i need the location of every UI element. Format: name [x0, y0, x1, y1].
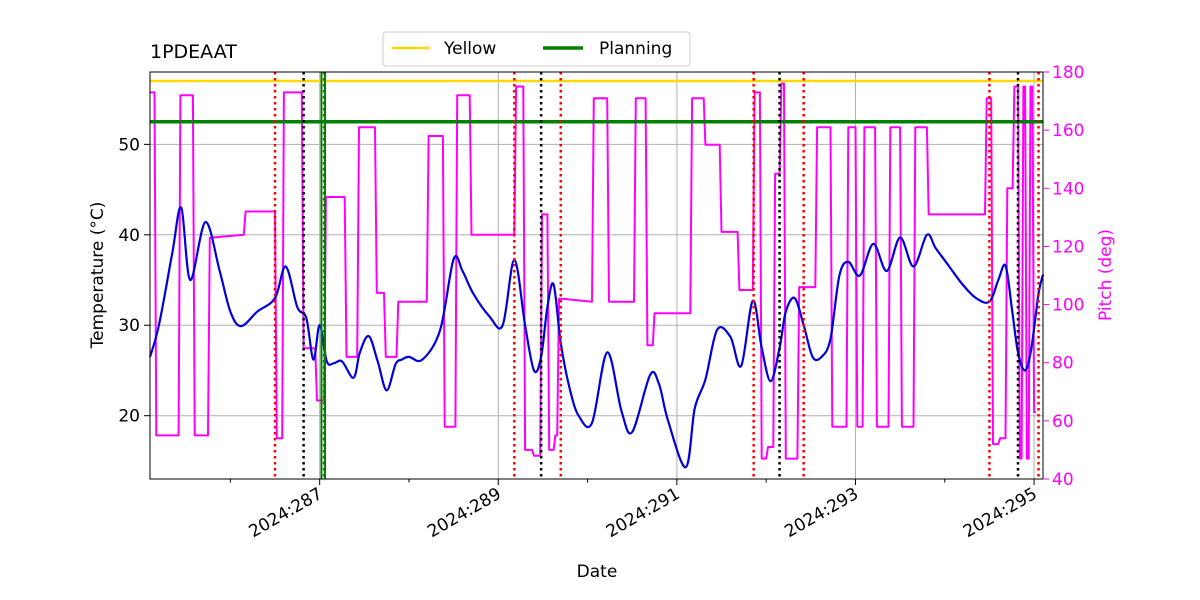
y-tick-label: 40: [118, 226, 140, 246]
y2-axis-label: Pitch (deg): [1096, 229, 1116, 321]
limit-lines: [150, 79, 1043, 124]
plot-frame: [149, 71, 1044, 480]
y-axis-label: Temperature (°C): [88, 202, 108, 350]
pitch-series: [150, 82, 1036, 460]
legend-yellow-label: Yellow: [443, 39, 496, 59]
temperature-series: [148, 206, 1045, 469]
temperature-line: [148, 206, 1045, 469]
x-axis-label: Date: [577, 562, 618, 582]
pitch-line: [150, 82, 1036, 460]
y-tick-label: 30: [118, 316, 140, 336]
event-lines: [273, 72, 1040, 479]
y2-tick-label: 100: [1052, 296, 1084, 316]
y2-tick-label: 120: [1052, 237, 1084, 257]
y2-tick-label: 140: [1052, 179, 1084, 199]
chart-title: 1PDEAAT: [150, 41, 237, 63]
y2-tick-label: 40: [1052, 470, 1074, 490]
y2-tick-label: 80: [1052, 354, 1074, 374]
y2-tick-label: 160: [1052, 121, 1084, 141]
y-tick-label: 50: [118, 135, 140, 155]
y2-tick-label: 60: [1052, 412, 1074, 432]
legend-planning-label: Planning: [599, 39, 672, 59]
legend: Yellow Planning: [382, 31, 691, 67]
y-tick-label: 20: [118, 407, 140, 427]
y2-tick-label: 180: [1052, 63, 1084, 83]
grid: [150, 72, 1043, 479]
legend-box: [382, 31, 691, 67]
